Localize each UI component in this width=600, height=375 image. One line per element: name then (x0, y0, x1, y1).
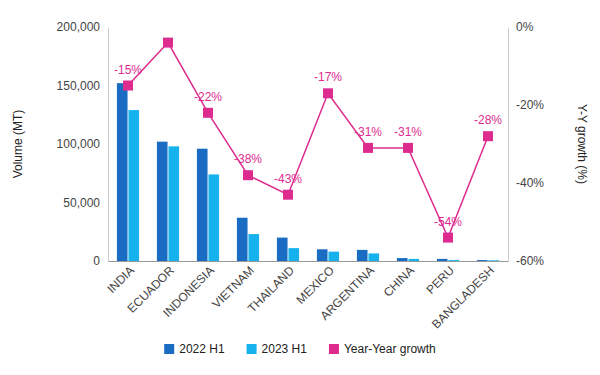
bar (408, 259, 419, 261)
data-label: -17% (314, 70, 342, 84)
tick: 50,000 (63, 196, 108, 210)
bar (357, 250, 368, 261)
marker (243, 170, 253, 180)
axis-line (108, 28, 109, 262)
tick: ARGENTINA (318, 261, 377, 323)
axis-line (109, 261, 509, 262)
legend-swatch (329, 344, 339, 354)
tick-label: CHINA (381, 263, 417, 299)
legend-label: Year-Year growth (344, 342, 436, 356)
chart: 0 50,000 100,000 150,000 200,000 -60% -40% -20%… (0, 0, 600, 375)
y2-axis-title: Y-Y growth (%) (575, 104, 589, 184)
marker (123, 81, 133, 91)
tick-label: 200,000 (57, 20, 101, 34)
bar (448, 260, 459, 261)
data-label: -31% (394, 125, 422, 139)
bar (288, 248, 299, 261)
tick-label: -60% (516, 254, 544, 268)
tick: -20% (508, 98, 544, 112)
bar (368, 253, 379, 261)
line (128, 43, 488, 238)
tick: 200,000 (57, 20, 108, 34)
y-axis-title: Volume (MT) (11, 110, 25, 179)
tick-label: INDIA (104, 263, 137, 296)
tick: 0% (508, 20, 534, 34)
bar (437, 259, 448, 261)
legend-item: 2023 H1 (247, 342, 308, 356)
marker (323, 88, 333, 98)
marker (403, 143, 413, 153)
bar (168, 146, 179, 261)
line-series (123, 38, 493, 243)
bar-series (128, 110, 499, 261)
marker (443, 233, 453, 243)
tick-label: 0% (516, 20, 534, 34)
tick-label: PERU (423, 263, 456, 296)
bar (117, 83, 128, 261)
legend-swatch (164, 344, 174, 354)
bar-series (117, 83, 488, 261)
marker (283, 190, 293, 200)
bar (488, 260, 499, 261)
tick: THAILAND (245, 261, 297, 315)
data-label: -22% (194, 90, 222, 104)
bar (277, 238, 288, 261)
tick-label: ARGENTINA (318, 263, 377, 322)
tick-label: -40% (516, 176, 544, 190)
tick: PERU (423, 261, 456, 297)
tick-label: 150,000 (57, 79, 101, 93)
data-labels: -15% -22% -38% -43% -17% -31% -31% -54% -28% (114, 63, 502, 229)
bar (157, 142, 168, 261)
bar (237, 218, 248, 261)
bar (208, 174, 219, 261)
data-label: -28% (474, 113, 502, 127)
legend-item: Year-Year growth (329, 342, 436, 356)
legend-label: 2023 H1 (262, 342, 308, 356)
data-label: -38% (234, 152, 262, 166)
tick-label: -20% (516, 98, 544, 112)
data-label: -31% (354, 125, 382, 139)
tick: 0 (93, 254, 108, 268)
tick: INDIA (104, 261, 137, 296)
tick: BANGLADESH (429, 261, 497, 331)
y-axis: 0 50,000 100,000 150,000 200,000 (57, 20, 109, 268)
marker (203, 108, 213, 118)
tick: 100,000 (57, 137, 108, 151)
tick: -60% (508, 254, 544, 268)
tick: INDONESIA (160, 261, 217, 320)
tick: 150,000 (57, 79, 108, 93)
legend-swatch (247, 344, 257, 354)
data-label: -54% (434, 215, 462, 229)
plot-area (117, 38, 499, 261)
data-label: -43% (274, 172, 302, 186)
y2-axis: -60% -40% -20% 0% (508, 20, 544, 268)
bar (128, 110, 139, 261)
data-label: -15% (114, 63, 142, 77)
bar (317, 249, 328, 261)
tick-label: 100,000 (57, 137, 101, 151)
tick-label: 0 (93, 254, 100, 268)
tick-label: BANGLADESH (429, 263, 497, 331)
legend: 2022 H1 2023 H1 Year-Year growth (164, 342, 436, 356)
tick-label: INDONESIA (160, 263, 217, 320)
bar (197, 149, 208, 261)
tick: CHINA (381, 261, 417, 300)
legend-label: 2022 H1 (179, 342, 225, 356)
axis-line (508, 28, 509, 262)
marker (363, 143, 373, 153)
tick-label: THAILAND (245, 263, 297, 315)
legend-item: 2022 H1 (164, 342, 225, 356)
marker (483, 131, 493, 141)
x-axis: INDIAECUADORINDONESIAVIETNAMTHAILANDMEXI… (104, 261, 508, 331)
bar (248, 234, 259, 261)
bar (477, 260, 488, 261)
bar (397, 258, 408, 261)
bar (328, 252, 339, 261)
marker (163, 38, 173, 48)
tick: -40% (508, 176, 544, 190)
tick-label: 50,000 (63, 196, 100, 210)
